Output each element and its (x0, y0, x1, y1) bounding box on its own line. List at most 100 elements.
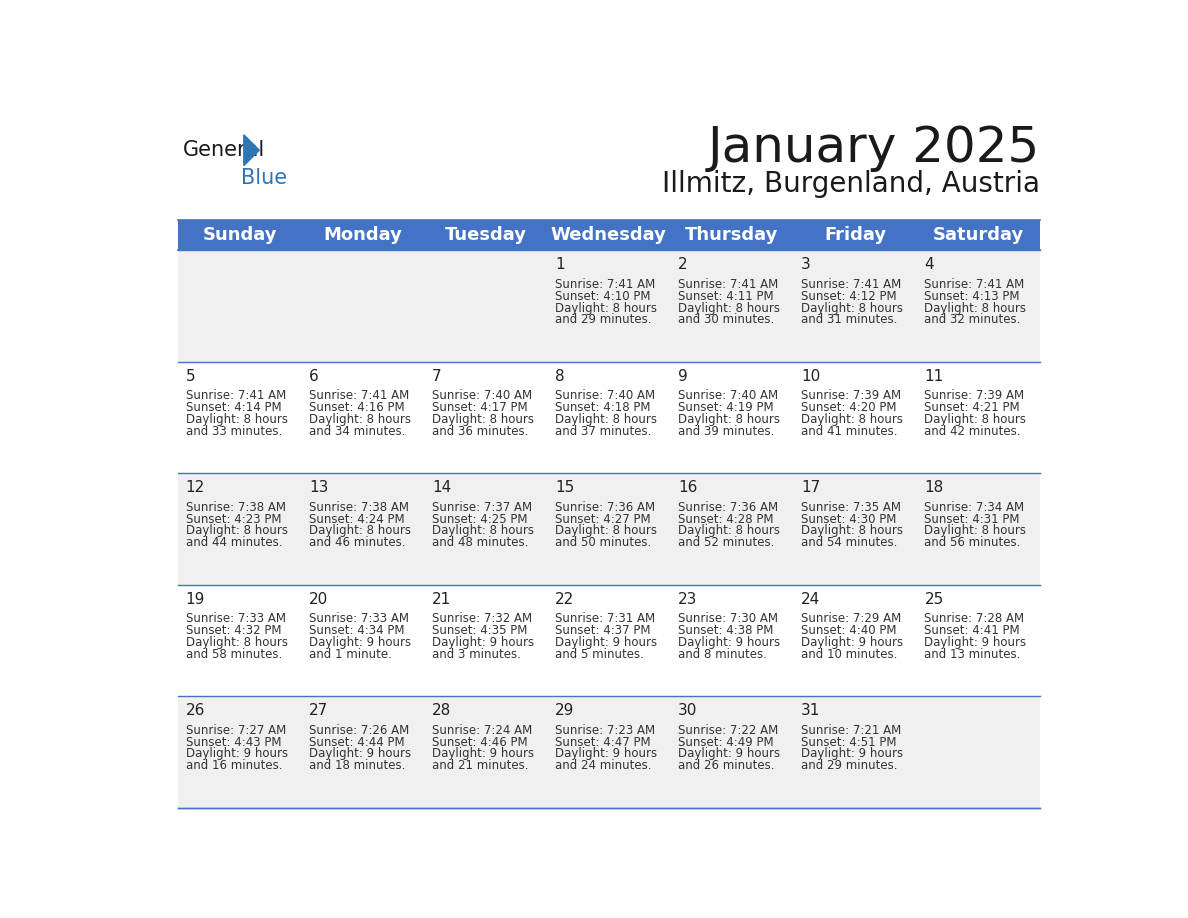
Text: and 10 minutes.: and 10 minutes. (801, 648, 898, 661)
Text: Blue: Blue (241, 168, 286, 188)
Text: and 13 minutes.: and 13 minutes. (924, 648, 1020, 661)
Text: Sunset: 4:21 PM: Sunset: 4:21 PM (924, 401, 1020, 414)
Text: Sunrise: 7:36 AM: Sunrise: 7:36 AM (678, 500, 778, 514)
Text: Sunset: 4:19 PM: Sunset: 4:19 PM (678, 401, 773, 414)
Bar (178, 585, 1040, 696)
Text: Daylight: 9 hours: Daylight: 9 hours (432, 636, 535, 649)
Text: 23: 23 (678, 592, 697, 607)
Text: 5: 5 (185, 369, 195, 384)
Text: Sunset: 4:28 PM: Sunset: 4:28 PM (678, 512, 773, 526)
Text: and 58 minutes.: and 58 minutes. (185, 648, 282, 661)
Text: Daylight: 8 hours: Daylight: 8 hours (309, 524, 411, 538)
Text: Sunrise: 7:26 AM: Sunrise: 7:26 AM (309, 723, 409, 736)
Text: Sunset: 4:44 PM: Sunset: 4:44 PM (309, 735, 404, 748)
Text: and 42 minutes.: and 42 minutes. (924, 425, 1020, 438)
Text: Sunrise: 7:41 AM: Sunrise: 7:41 AM (678, 277, 778, 291)
Text: Daylight: 8 hours: Daylight: 8 hours (432, 413, 533, 426)
Text: Daylight: 8 hours: Daylight: 8 hours (309, 413, 411, 426)
Text: Sunset: 4:51 PM: Sunset: 4:51 PM (801, 735, 897, 748)
Bar (178, 696, 1040, 808)
Text: Sunrise: 7:23 AM: Sunrise: 7:23 AM (555, 723, 655, 736)
Text: and 33 minutes.: and 33 minutes. (185, 425, 282, 438)
Text: Sunset: 4:35 PM: Sunset: 4:35 PM (432, 624, 527, 637)
Text: Daylight: 8 hours: Daylight: 8 hours (801, 301, 903, 315)
Text: Daylight: 9 hours: Daylight: 9 hours (924, 636, 1026, 649)
Text: Sunset: 4:12 PM: Sunset: 4:12 PM (801, 289, 897, 303)
Text: 31: 31 (801, 703, 821, 718)
Text: Sunset: 4:38 PM: Sunset: 4:38 PM (678, 624, 773, 637)
Text: Sunset: 4:13 PM: Sunset: 4:13 PM (924, 289, 1019, 303)
Text: and 48 minutes.: and 48 minutes. (432, 536, 529, 550)
Text: and 24 minutes.: and 24 minutes. (555, 759, 651, 772)
Text: 9: 9 (678, 369, 688, 384)
Text: Sunrise: 7:29 AM: Sunrise: 7:29 AM (801, 612, 902, 625)
Text: Daylight: 9 hours: Daylight: 9 hours (801, 636, 903, 649)
Text: Sunrise: 7:31 AM: Sunrise: 7:31 AM (555, 612, 655, 625)
Text: Sunrise: 7:38 AM: Sunrise: 7:38 AM (185, 500, 285, 514)
Text: Daylight: 8 hours: Daylight: 8 hours (801, 524, 903, 538)
Text: Daylight: 9 hours: Daylight: 9 hours (309, 747, 411, 760)
Text: Daylight: 8 hours: Daylight: 8 hours (924, 301, 1026, 315)
Text: Daylight: 8 hours: Daylight: 8 hours (678, 524, 781, 538)
Text: and 18 minutes.: and 18 minutes. (309, 759, 405, 772)
Text: Daylight: 8 hours: Daylight: 8 hours (678, 301, 781, 315)
Text: Daylight: 8 hours: Daylight: 8 hours (924, 524, 1026, 538)
Text: 14: 14 (432, 480, 451, 495)
Text: General: General (183, 140, 266, 161)
Text: Daylight: 8 hours: Daylight: 8 hours (185, 413, 287, 426)
Text: 6: 6 (309, 369, 318, 384)
Text: Daylight: 9 hours: Daylight: 9 hours (678, 636, 781, 649)
Text: and 34 minutes.: and 34 minutes. (309, 425, 405, 438)
Text: 12: 12 (185, 480, 206, 495)
Text: 17: 17 (801, 480, 821, 495)
Text: Sunrise: 7:21 AM: Sunrise: 7:21 AM (801, 723, 902, 736)
Text: and 30 minutes.: and 30 minutes. (678, 313, 775, 327)
Text: and 1 minute.: and 1 minute. (309, 648, 392, 661)
Text: and 52 minutes.: and 52 minutes. (678, 536, 775, 550)
Text: and 16 minutes.: and 16 minutes. (185, 759, 283, 772)
Polygon shape (244, 135, 259, 165)
Text: Sunset: 4:49 PM: Sunset: 4:49 PM (678, 735, 773, 748)
Text: Sunset: 4:14 PM: Sunset: 4:14 PM (185, 401, 282, 414)
Text: Sunrise: 7:34 AM: Sunrise: 7:34 AM (924, 500, 1024, 514)
Text: 22: 22 (555, 592, 574, 607)
Text: Sunset: 4:20 PM: Sunset: 4:20 PM (801, 401, 897, 414)
Text: Sunset: 4:16 PM: Sunset: 4:16 PM (309, 401, 404, 414)
Text: Daylight: 8 hours: Daylight: 8 hours (185, 636, 287, 649)
Text: 27: 27 (309, 703, 328, 718)
Text: 18: 18 (924, 480, 943, 495)
Text: Sunset: 4:46 PM: Sunset: 4:46 PM (432, 735, 527, 748)
Text: Sunrise: 7:24 AM: Sunrise: 7:24 AM (432, 723, 532, 736)
Text: Sunset: 4:30 PM: Sunset: 4:30 PM (801, 512, 897, 526)
Text: Sunrise: 7:28 AM: Sunrise: 7:28 AM (924, 612, 1024, 625)
Text: Monday: Monday (323, 226, 402, 244)
Text: Sunset: 4:31 PM: Sunset: 4:31 PM (924, 512, 1019, 526)
Text: Daylight: 9 hours: Daylight: 9 hours (309, 636, 411, 649)
Text: and 36 minutes.: and 36 minutes. (432, 425, 529, 438)
Text: 25: 25 (924, 592, 943, 607)
Text: 15: 15 (555, 480, 574, 495)
Text: 2: 2 (678, 257, 688, 273)
Text: Sunrise: 7:35 AM: Sunrise: 7:35 AM (801, 500, 902, 514)
Text: Daylight: 9 hours: Daylight: 9 hours (801, 747, 903, 760)
Text: Sunset: 4:24 PM: Sunset: 4:24 PM (309, 512, 404, 526)
Text: Sunset: 4:41 PM: Sunset: 4:41 PM (924, 624, 1020, 637)
Bar (178, 219, 1040, 251)
Text: Sunset: 4:18 PM: Sunset: 4:18 PM (555, 401, 651, 414)
Text: Sunrise: 7:22 AM: Sunrise: 7:22 AM (678, 723, 778, 736)
Text: Wednesday: Wednesday (551, 226, 666, 244)
Text: Sunset: 4:47 PM: Sunset: 4:47 PM (555, 735, 651, 748)
Text: Thursday: Thursday (685, 226, 778, 244)
Text: 8: 8 (555, 369, 564, 384)
Text: Daylight: 9 hours: Daylight: 9 hours (555, 636, 657, 649)
Text: and 29 minutes.: and 29 minutes. (801, 759, 898, 772)
Text: Sunday: Sunday (202, 226, 277, 244)
Text: and 29 minutes.: and 29 minutes. (555, 313, 651, 327)
Text: 26: 26 (185, 703, 206, 718)
Text: and 56 minutes.: and 56 minutes. (924, 536, 1020, 550)
Text: Sunrise: 7:27 AM: Sunrise: 7:27 AM (185, 723, 286, 736)
Text: Sunrise: 7:39 AM: Sunrise: 7:39 AM (924, 389, 1024, 402)
Text: and 31 minutes.: and 31 minutes. (801, 313, 898, 327)
Text: 19: 19 (185, 592, 206, 607)
Text: 10: 10 (801, 369, 821, 384)
